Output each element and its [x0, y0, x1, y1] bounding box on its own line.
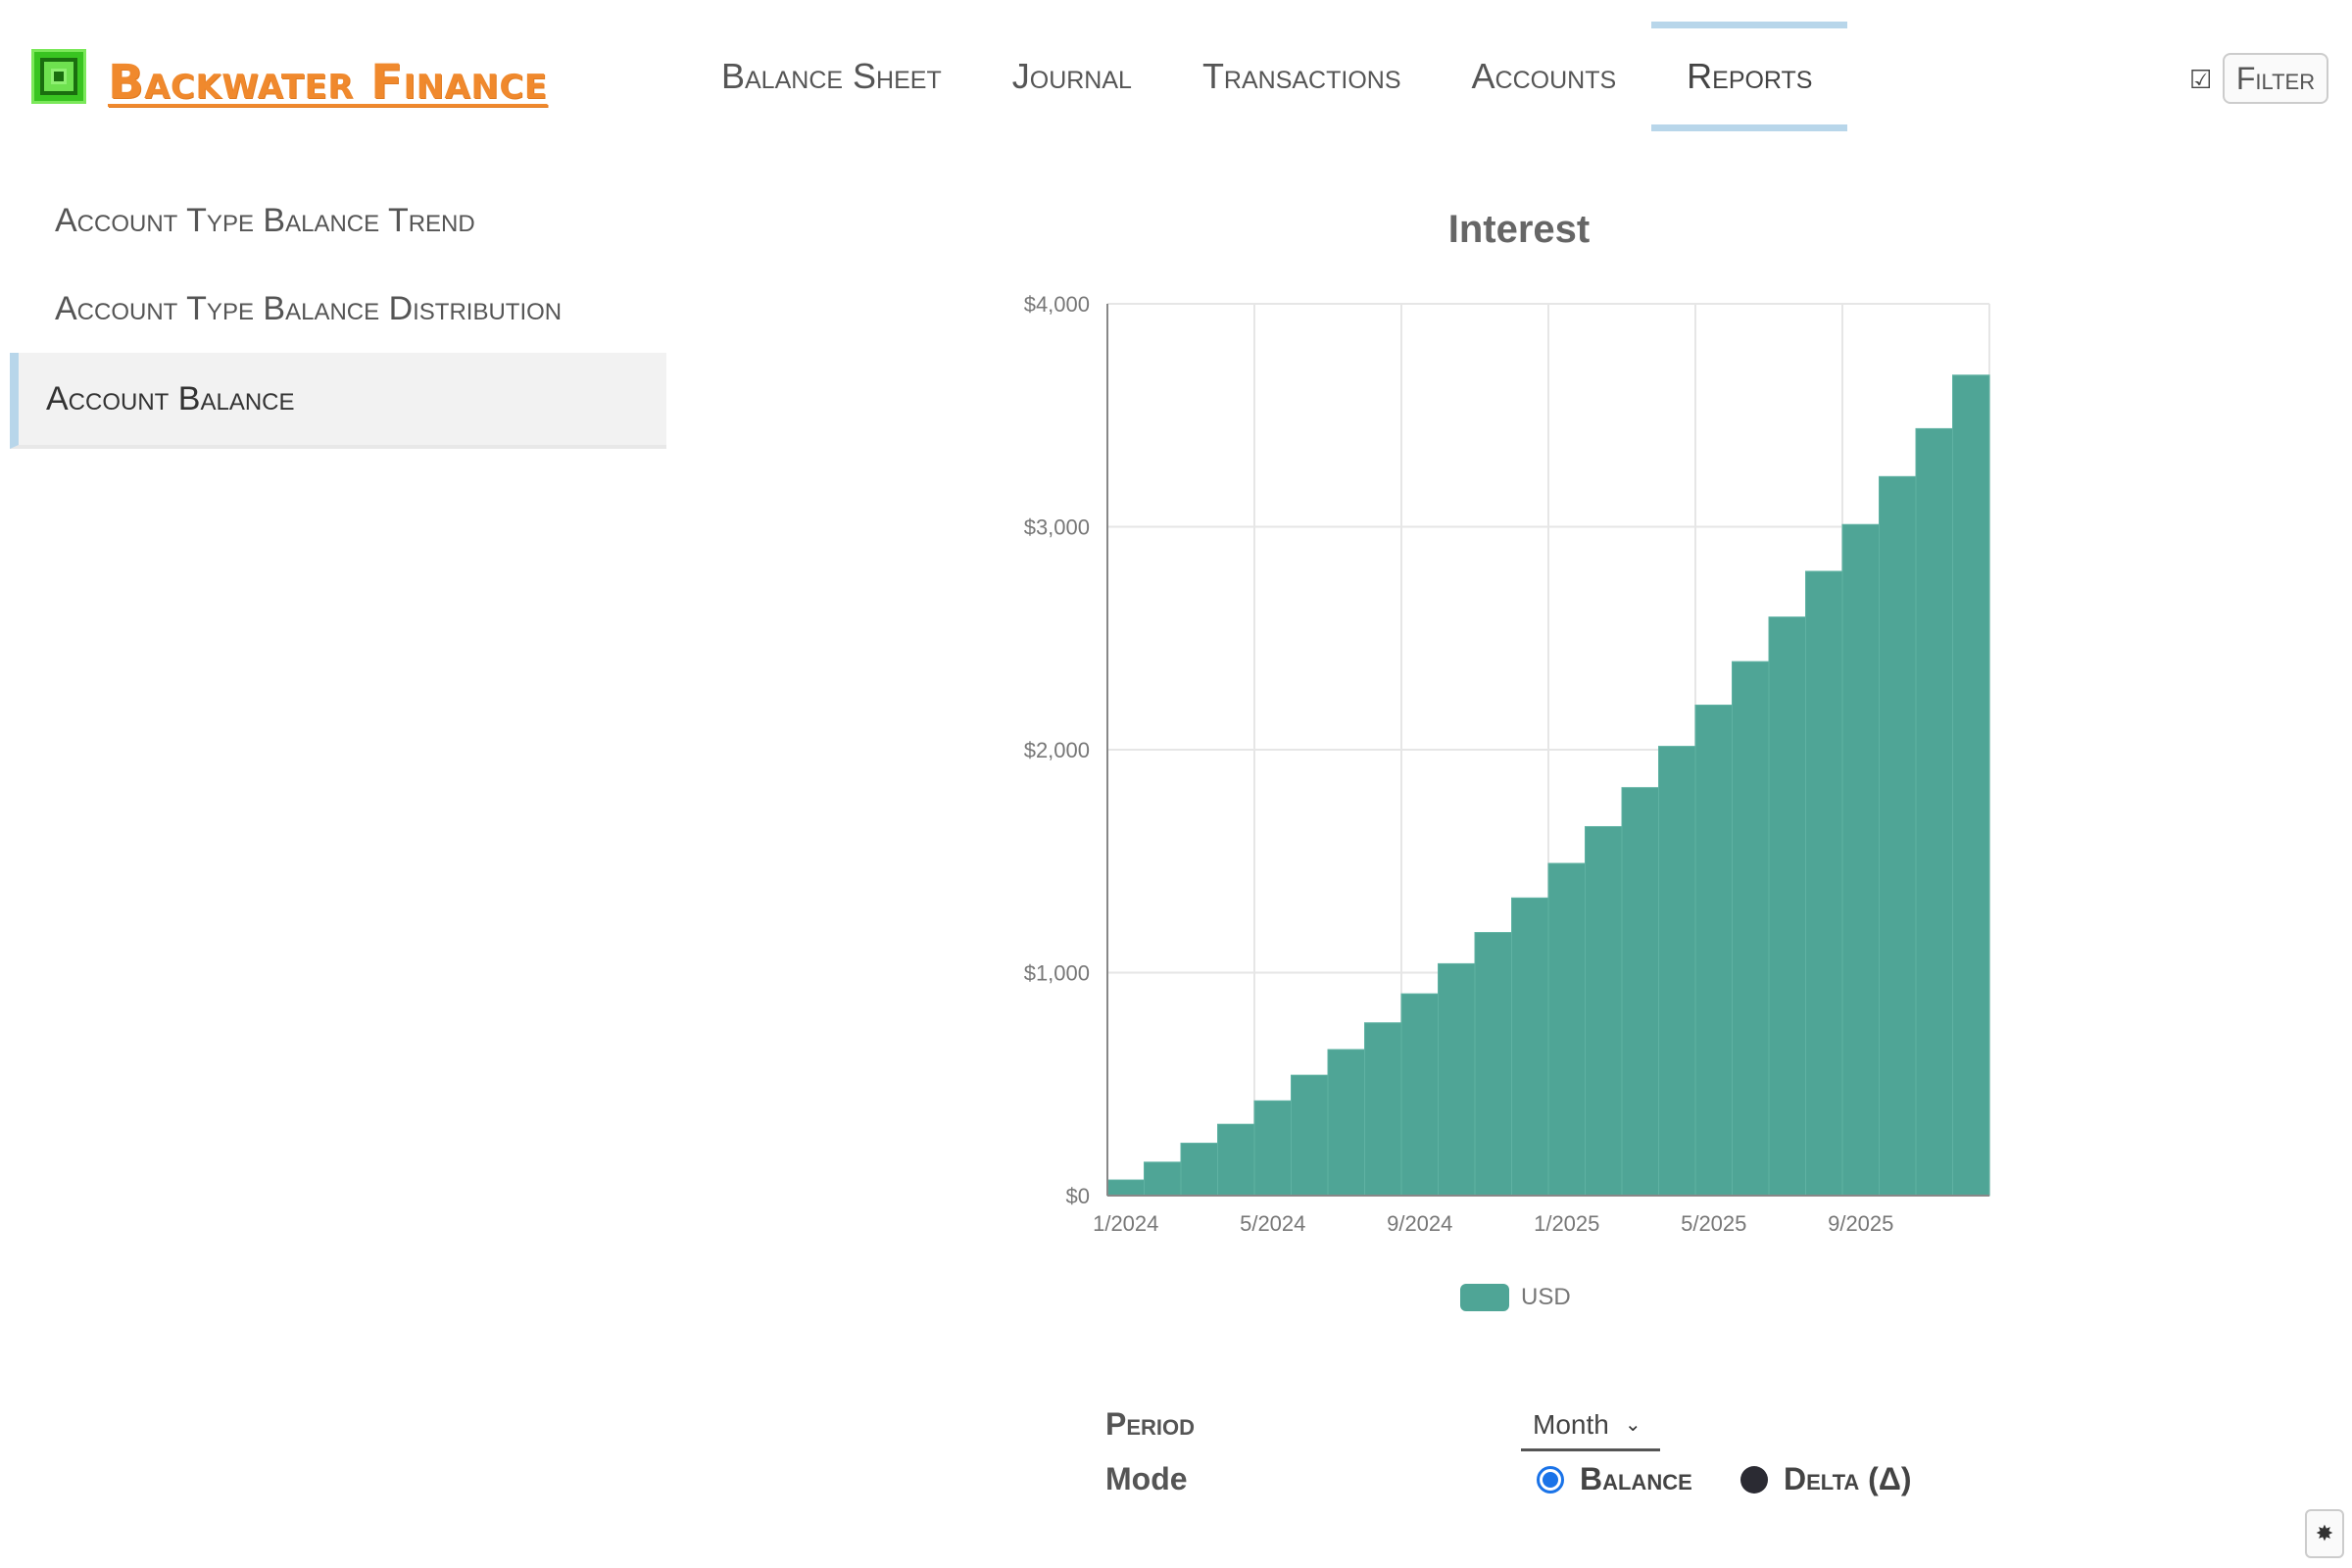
chart-bar — [1400, 993, 1439, 1197]
y-tick-label: $1,000 — [1024, 961, 1090, 986]
settings-gear-icon[interactable]: ✸ — [2305, 1509, 2344, 1558]
radio-unchecked-icon[interactable] — [1740, 1465, 1768, 1494]
chart-bar — [1658, 746, 1696, 1197]
mode-option-label: Delta (Δ) — [1784, 1461, 1912, 1496]
period-select[interactable]: Month ⌄ — [1521, 1400, 1660, 1451]
chevron-down-icon: ⌄ — [1624, 1414, 1642, 1436]
y-tick-label: $3,000 — [1024, 515, 1090, 540]
filter-button[interactable]: Filter — [2223, 53, 2328, 104]
chart-bar — [1732, 661, 1770, 1197]
tab-reports[interactable]: Reports — [1651, 22, 1848, 131]
chart-bar — [1511, 897, 1549, 1197]
x-tick-label: 1/2024 — [1093, 1211, 1158, 1236]
x-tick-label: 5/2024 — [1240, 1211, 1305, 1236]
chart-bar — [1547, 862, 1586, 1197]
chart-title: Interest — [1447, 208, 1591, 251]
mode-radio-balance[interactable]: Balance — [1537, 1461, 1692, 1497]
chart-bar — [1364, 1022, 1402, 1197]
chart-bar — [1952, 374, 1990, 1197]
chart-bar — [1585, 825, 1623, 1197]
tab-journal[interactable]: Journal — [1011, 56, 1132, 96]
chart-bar — [1694, 705, 1733, 1197]
chart-bar — [1915, 427, 1953, 1197]
chart-bar — [1180, 1143, 1218, 1197]
sidebar-item-account-type-balance-distribution[interactable]: Account Type Balance Distribution — [55, 289, 563, 327]
chart-bar — [1106, 1179, 1145, 1197]
x-tick-label: 1/2025 — [1534, 1211, 1599, 1236]
chart-bar — [1217, 1123, 1255, 1197]
legend-swatch — [1460, 1284, 1509, 1311]
y-tick-label: $0 — [1066, 1184, 1090, 1208]
filter-checkbox-icon[interactable]: ☑ — [2189, 65, 2213, 94]
tab-transactions[interactable]: Transactions — [1201, 56, 1401, 96]
chart-bar — [1253, 1100, 1292, 1197]
chart-bar — [1474, 932, 1512, 1197]
app-title[interactable]: Backwater Finance — [108, 55, 548, 110]
app-logo-icon[interactable] — [31, 49, 86, 104]
chart-bar — [1621, 787, 1659, 1197]
y-tick-label: $4,000 — [1024, 292, 1090, 317]
tab-accounts[interactable]: Accounts — [1471, 56, 1617, 96]
chart-bar — [1768, 616, 1806, 1197]
x-tick-label: 5/2025 — [1681, 1211, 1746, 1236]
y-tick-label: $2,000 — [1024, 738, 1090, 762]
chart-bar — [1841, 523, 1880, 1197]
legend-label: USD — [1521, 1284, 1571, 1310]
x-tick-label: 9/2025 — [1828, 1211, 1893, 1236]
chart-legend[interactable]: USD — [1460, 1284, 1571, 1311]
chart-bar — [1805, 570, 1843, 1197]
period-select-value: Month — [1533, 1408, 1609, 1440]
chart-bar — [1291, 1074, 1329, 1197]
report-sidebar: Account Type Balance Trend Account Type … — [10, 176, 666, 449]
tab-balance-sheet[interactable]: Balance Sheet — [721, 56, 942, 96]
main-nav: Balance Sheet Journal Transactions Accou… — [686, 22, 1848, 131]
chart-bar — [1144, 1161, 1182, 1197]
mode-radio-delta[interactable]: Delta (Δ) — [1740, 1461, 1912, 1497]
chart-bar — [1879, 475, 1917, 1197]
sidebar-item-account-balance[interactable]: Account Balance — [10, 353, 666, 449]
balance-bar-chart: $0 $1,000 $2,000 $3,000 $4,000 1/2024 5/2024 9/… — [1024, 292, 1990, 1236]
radio-checked-icon[interactable] — [1537, 1465, 1564, 1494]
chart-bar — [1438, 962, 1476, 1197]
period-label: Period — [1105, 1406, 1196, 1442]
sidebar-item-account-type-balance-trend[interactable]: Account Type Balance Trend — [55, 201, 475, 239]
x-tick-label: 9/2024 — [1387, 1211, 1452, 1236]
header: Backwater Finance Balance Sheet Journal … — [0, 0, 2352, 137]
mode-label: Mode — [1105, 1461, 1188, 1496]
mode-option-label: Balance — [1580, 1461, 1692, 1496]
chart-bar — [1327, 1049, 1365, 1197]
